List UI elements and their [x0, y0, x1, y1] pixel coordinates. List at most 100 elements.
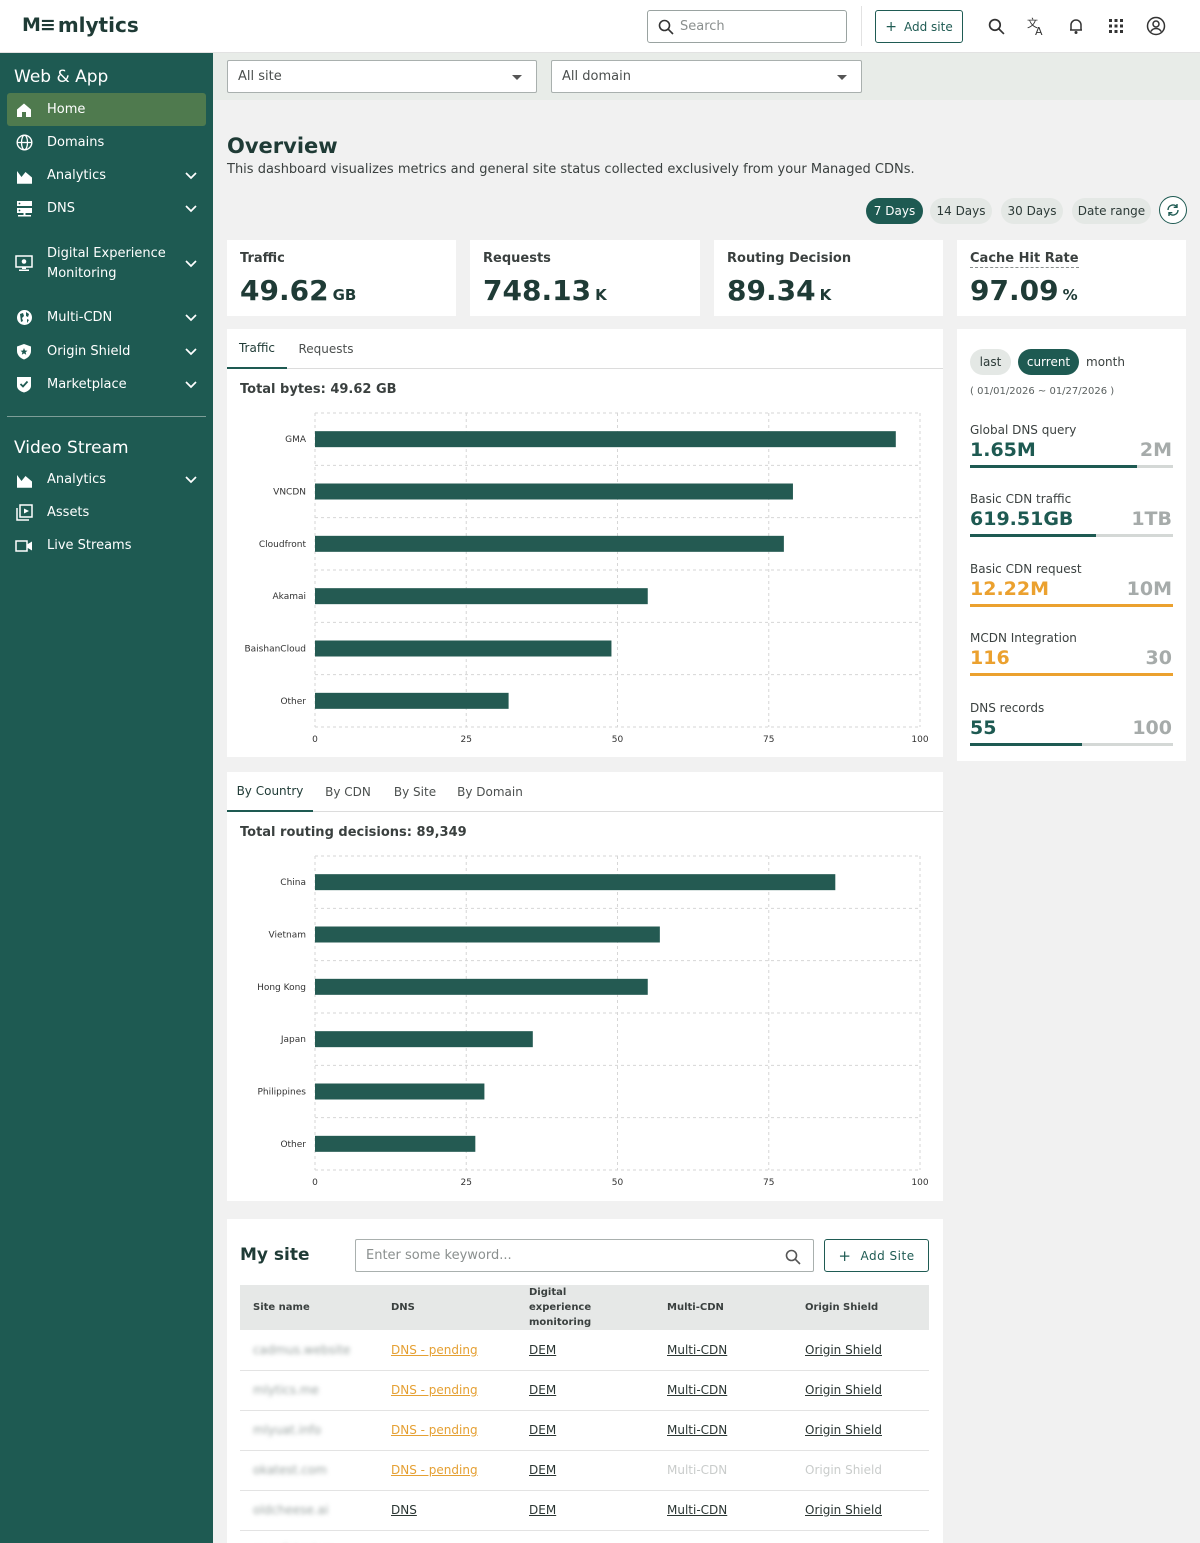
search-icon	[658, 19, 674, 35]
origin-shield-link[interactable]: Origin Shield	[805, 1342, 882, 1357]
site-search[interactable]	[355, 1239, 814, 1272]
domain-select[interactable]: All domain	[551, 60, 862, 93]
sidebar-item-live-streams[interactable]: Live Streams	[7, 529, 206, 562]
multi-cdn-link[interactable]: Multi-CDN	[667, 1503, 728, 1517]
toggle-suffix: month	[1086, 355, 1125, 369]
multi-cdn-link[interactable]: Multi-CDN	[667, 1463, 728, 1477]
tab-by-country[interactable]: By Country	[227, 772, 313, 812]
bar	[315, 1031, 533, 1048]
search-icon[interactable]	[985, 15, 1007, 37]
sidebar-item-origin-shield[interactable]: Origin Shield	[7, 335, 206, 368]
marketplace-icon	[7, 376, 39, 393]
table-cell: DNS - pending	[378, 1410, 516, 1451]
chart-area-icon	[7, 168, 39, 184]
usage-metric-limit: 1TB	[1131, 508, 1172, 530]
logo[interactable]: M≡ mlytics	[22, 13, 139, 37]
domain-select-value: All domain	[562, 69, 631, 84]
sidebar-item-video-analytics[interactable]: Analytics	[7, 463, 206, 496]
multi-cdn-link[interactable]: Multi-CDN	[667, 1383, 728, 1397]
sites-table: Site name DNS Digital experience monitor…	[240, 1285, 929, 1543]
tab-by-cdn[interactable]: By CDN	[325, 785, 371, 799]
dns-link[interactable]: DNS - pending	[391, 1342, 478, 1357]
multi-cdn-link[interactable]: Multi-CDN	[667, 1423, 728, 1437]
table-cell: Origin Shield	[792, 1490, 929, 1531]
tab-by-domain[interactable]: By Domain	[457, 785, 523, 799]
dem-link[interactable]: DEM	[529, 1423, 557, 1437]
dem-link[interactable]: DEM	[529, 1342, 557, 1357]
tab-traffic[interactable]: Traffic	[227, 329, 287, 369]
stat-value: 748.13 K	[483, 274, 607, 307]
sidebar-item-analytics[interactable]: Analytics	[7, 159, 206, 192]
origin-shield-link[interactable]: Origin Shield	[805, 1503, 882, 1517]
origin-shield-link[interactable]: Origin Shield	[805, 1423, 882, 1437]
bar	[315, 588, 648, 605]
site-select[interactable]: All site	[227, 60, 537, 93]
tab-requests[interactable]: Requests	[298, 342, 354, 356]
range-30-days[interactable]: 30 Days	[1001, 198, 1063, 224]
global-search[interactable]	[647, 10, 847, 43]
sidebar-item-multi-cdn[interactable]: Multi-CDN	[7, 301, 206, 334]
add-site-button[interactable]: + Add site	[875, 10, 963, 43]
search-input[interactable]	[680, 19, 830, 34]
dns-link[interactable]: DNS - pending	[391, 1383, 478, 1397]
add-site-button[interactable]: + Add Site	[824, 1239, 929, 1272]
caret-down-icon	[512, 75, 522, 80]
toggle-last[interactable]: last	[970, 349, 1011, 375]
usage-panel: last current month ( 01/01/2026 ~ 01/27/…	[957, 329, 1186, 761]
stat-number: 97.09	[970, 274, 1059, 307]
range-date-range[interactable]: Date range	[1072, 198, 1151, 224]
table-cell: DEM	[516, 1370, 654, 1411]
multi-cdn-link[interactable]: Multi-CDN	[667, 1342, 728, 1357]
range-14-days[interactable]: 14 Days	[930, 198, 992, 224]
sidebar-item-dns[interactable]: DNS	[7, 192, 206, 225]
range-7-days[interactable]: 7 Days	[866, 198, 923, 224]
sidebar-item-domains[interactable]: Domains	[7, 126, 206, 159]
x-tick-label: 0	[312, 735, 318, 745]
chevron-down-icon	[176, 475, 206, 484]
x-tick-label: 50	[612, 1178, 624, 1188]
table-row: oneofatest.coDNS - pendingDEMMulti-CDNOr…	[240, 1530, 929, 1543]
dem-link[interactable]: DEM	[529, 1503, 557, 1517]
refresh-icon	[1167, 204, 1179, 216]
plus-icon: +	[838, 1246, 852, 1265]
section-title-web-app: Web & App	[14, 67, 109, 87]
dns-link[interactable]: DNS	[391, 1503, 417, 1517]
site-select-value: All site	[238, 69, 282, 84]
usage-progress-track	[970, 465, 1173, 468]
usage-progress-fill	[970, 673, 1173, 676]
bar	[315, 483, 793, 500]
sidebar-item-marketplace[interactable]: Marketplace	[7, 368, 206, 401]
stat-number: 89.34	[727, 274, 816, 307]
dns-link[interactable]: DNS - pending	[391, 1463, 478, 1477]
sidebar-item-label: Analytics	[47, 471, 107, 487]
usage-progress-track	[970, 673, 1173, 676]
dem-link[interactable]: DEM	[529, 1383, 557, 1397]
stat-label[interactable]: Cache Hit Rate	[970, 251, 1079, 268]
dem-link[interactable]: DEM	[529, 1463, 557, 1477]
tab-by-site[interactable]: By Site	[393, 785, 437, 799]
table-cell: Origin Shield	[792, 1410, 929, 1451]
bar	[315, 431, 896, 448]
sidebar-item-dem[interactable]: Digital Experience Monitoring	[7, 231, 206, 296]
site-search-input[interactable]	[366, 1248, 766, 1263]
table-cell: oneofatest.co	[240, 1530, 378, 1543]
apps-grid-icon[interactable]	[1105, 15, 1127, 37]
bar	[315, 535, 784, 552]
sidebar-item-home[interactable]: Home	[7, 93, 206, 126]
origin-shield-link[interactable]: Origin Shield	[805, 1463, 882, 1477]
table-cell: DEM	[516, 1450, 654, 1491]
dns-link[interactable]: DNS - pending	[391, 1423, 478, 1437]
stat-unit: K	[819, 286, 832, 304]
refresh-button[interactable]	[1159, 196, 1187, 224]
table-row: mlytics.me DNS - pending DEM Multi-CDN Origi…	[240, 1370, 929, 1411]
account-icon[interactable]	[1145, 15, 1167, 37]
stat-value: 89.34 K	[727, 274, 831, 307]
sidebar-item-assets[interactable]: Assets	[7, 496, 206, 529]
toggle-current[interactable]: current	[1018, 349, 1079, 375]
origin-shield-link[interactable]: Origin Shield	[805, 1383, 882, 1397]
table-cell: Multi-CDN	[654, 1530, 792, 1543]
page-description: This dashboard visualizes metrics and ge…	[227, 162, 915, 177]
bell-icon[interactable]	[1065, 15, 1087, 37]
table-cell: DEM	[516, 1330, 654, 1371]
